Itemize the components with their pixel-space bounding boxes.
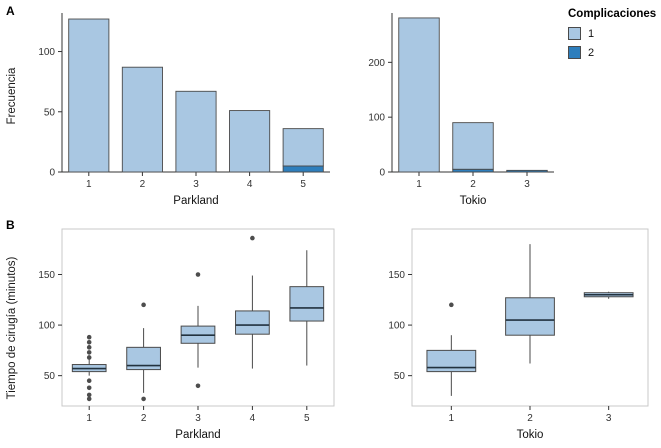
y-tick-label: 50	[394, 371, 406, 382]
x-tick-label: 1	[86, 413, 92, 424]
bar-tokio-bar-2-serie-1	[452, 122, 494, 170]
y-tick-label: 100	[38, 321, 55, 332]
x-tick-label: 2	[470, 179, 476, 190]
x-axis-title: Parkland	[173, 195, 218, 207]
legend-swatch-1	[568, 27, 581, 40]
y-tick-label: 50	[44, 107, 56, 118]
bar-parkland-bar-4-serie-1	[229, 110, 271, 173]
legend-swatch-2	[568, 46, 581, 59]
x-tick-label: 4	[250, 413, 256, 424]
bar-tokio-bar-1-serie-1	[398, 17, 440, 173]
y-tick-label: 150	[388, 270, 405, 281]
box-parkland-outlier-dot	[86, 355, 92, 360]
y-tick-label: 100	[38, 47, 55, 58]
x-tick-label: 2	[527, 413, 533, 424]
bar-tokio-bar-3-serie-2	[506, 169, 548, 173]
y-tick-label: 100	[368, 113, 385, 124]
box-tokio-outlier-dot	[449, 302, 454, 308]
x-axis-title: Tokio	[517, 429, 544, 441]
box-parkland-outlier-dot	[141, 302, 146, 308]
x-tick-label: 1	[86, 179, 92, 190]
box-parkland-outlier-dot	[86, 334, 92, 340]
box-parkland-box-4	[235, 310, 270, 335]
box-parkland-box-5	[289, 286, 325, 322]
x-tick-label: 4	[247, 179, 253, 190]
bar-parkland-bar-5-serie-1	[282, 128, 324, 167]
box-parkland-outlier-dot	[195, 383, 201, 389]
y-axis-label-frecuencia: Frecuencia	[6, 67, 18, 125]
bar-chart-parkland: 0 50 100 1 2 3 4 5 Parkland	[38, 13, 330, 207]
bar-parkland-bar-5-serie-2	[282, 165, 324, 173]
legend-complicaciones: Complicaciones 1 2	[568, 8, 660, 65]
x-tick-label: 1	[416, 179, 422, 190]
legend-label-2: 2	[588, 46, 595, 59]
bar-parkland-bar-3-serie-1	[175, 90, 217, 173]
box-parkland-outlier-dot	[86, 378, 92, 384]
legend-item-1: 1	[568, 27, 660, 40]
box-parkland-box-2	[126, 346, 161, 371]
x-tick-label: 1	[449, 413, 455, 424]
x-axis-title: Parkland	[175, 429, 220, 441]
bar-parkland-bar-1-serie-1	[68, 18, 110, 173]
panel-b-label: B	[6, 218, 15, 232]
boxplot-chart-tokio: 50 100 150 1 2 3 Tokio	[388, 228, 649, 441]
legend-title: Complicaciones	[568, 8, 657, 20]
y-axis-label-tiempo: Tiempo de cirugía (minutos)	[6, 256, 18, 400]
box-tokio-box-1	[426, 349, 477, 373]
box-parkland-outlier-dot	[86, 339, 92, 345]
box-parkland-outlier-dot	[141, 396, 146, 402]
legend-item-2: 2	[568, 46, 660, 59]
y-tick-label: 200	[368, 58, 385, 69]
box-parkland-outlier-dot	[86, 396, 92, 402]
box-parkland-outlier-dot	[86, 350, 92, 355]
y-tick-label: 50	[44, 371, 56, 382]
bar-chart-tokio: 0 100 200 1 2 3 Tokio	[368, 13, 554, 207]
boxplot-chart-parkland: 50 100 150 1 2 3 4 5 Parkland	[38, 228, 335, 441]
x-tick-label: 2	[140, 179, 146, 190]
x-tick-label: 3	[195, 413, 201, 424]
y-tick-label: 100	[388, 321, 405, 332]
box-parkland-outlier-dot	[86, 385, 92, 391]
box-parkland-outlier-dot	[250, 235, 255, 241]
x-tick-label: 3	[193, 179, 199, 190]
y-tick-label: 0	[379, 168, 385, 179]
legend-label-1: 1	[588, 27, 595, 40]
x-tick-label: 5	[304, 413, 310, 424]
panel-a-label: A	[6, 4, 15, 18]
box-parkland-outlier-dot	[86, 345, 92, 350]
y-tick-label: 0	[49, 168, 55, 179]
x-axis-title: Tokio	[460, 195, 487, 207]
box-parkland-outlier-dot	[195, 272, 201, 277]
bar-parkland-bar-2-serie-1	[121, 66, 163, 173]
x-tick-label: 3	[606, 413, 612, 424]
x-tick-label: 5	[300, 179, 306, 190]
x-tick-label: 2	[141, 413, 147, 424]
box-tokio-box-2	[505, 297, 555, 336]
x-tick-label: 3	[524, 179, 530, 190]
box-parkland-outlier-dot	[86, 392, 92, 398]
y-tick-label: 150	[38, 270, 55, 281]
